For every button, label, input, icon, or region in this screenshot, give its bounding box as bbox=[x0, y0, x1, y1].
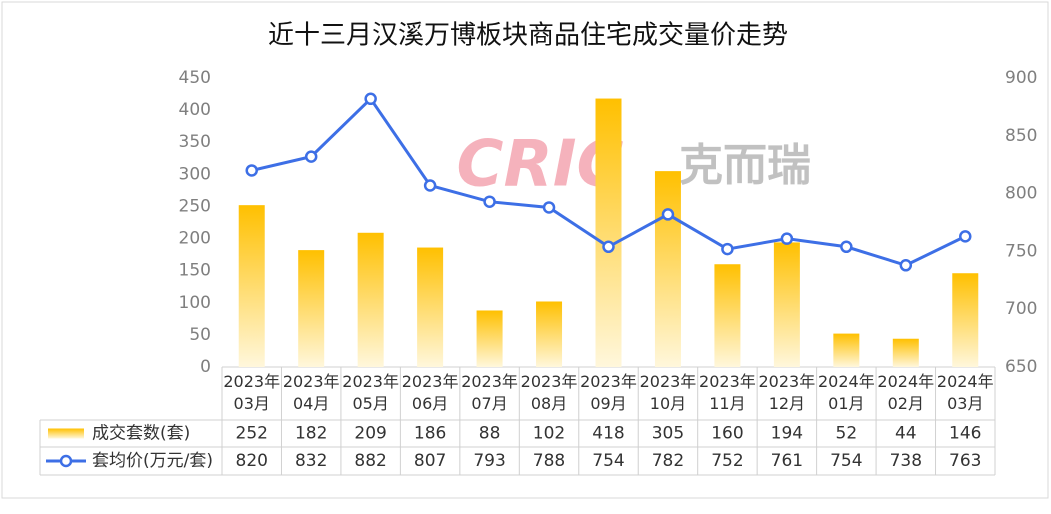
table-value: 738 bbox=[890, 451, 922, 471]
y-tick-label: 0 bbox=[200, 357, 211, 377]
x-tick-label: 2023年04月 bbox=[282, 372, 340, 413]
table-value: 102 bbox=[533, 424, 565, 444]
bar bbox=[892, 338, 919, 367]
bar bbox=[238, 205, 265, 367]
line-marker bbox=[245, 164, 258, 177]
table-value: 252 bbox=[236, 424, 268, 444]
chart-border bbox=[1, 1, 1049, 499]
y2-tick-label: 800 bbox=[1005, 184, 1037, 204]
y-tick-label: 150 bbox=[179, 261, 211, 281]
table-value: 807 bbox=[414, 451, 446, 471]
y-tick-label: 450 bbox=[179, 68, 211, 88]
legend-swatch bbox=[59, 454, 73, 468]
table-value: 44 bbox=[895, 424, 917, 444]
y2-tick-label: 850 bbox=[1005, 126, 1037, 146]
table-value: 882 bbox=[354, 451, 386, 471]
table-value: 752 bbox=[711, 451, 743, 471]
table-value: 209 bbox=[354, 424, 386, 444]
y-tick-label: 50 bbox=[189, 325, 211, 345]
table-value: 832 bbox=[295, 451, 327, 471]
table-value: 182 bbox=[295, 424, 327, 444]
table-value: 761 bbox=[771, 451, 803, 471]
y2-tick-label: 900 bbox=[1005, 68, 1037, 88]
table-value: 754 bbox=[830, 451, 862, 471]
y-tick-label: 200 bbox=[179, 229, 211, 249]
bar bbox=[595, 98, 622, 367]
line-marker bbox=[661, 208, 675, 221]
y-tick-label: 400 bbox=[179, 100, 211, 120]
x-tick-label: 2023年05月 bbox=[342, 372, 399, 413]
table-value: 194 bbox=[771, 424, 803, 444]
table-value: 820 bbox=[236, 451, 268, 471]
x-tick-label: 2023年08月 bbox=[520, 372, 578, 413]
y2-tick-label: 700 bbox=[1005, 299, 1037, 319]
y-tick-label: 350 bbox=[179, 132, 211, 152]
bar bbox=[298, 250, 325, 367]
line-marker bbox=[899, 259, 913, 272]
y-tick-label: 300 bbox=[179, 164, 211, 184]
line-marker bbox=[602, 240, 615, 254]
table-value: 793 bbox=[473, 451, 505, 471]
y2-tick-label: 750 bbox=[1005, 241, 1037, 261]
y-tick-label: 100 bbox=[179, 293, 211, 313]
table-value: 160 bbox=[711, 424, 743, 444]
bar bbox=[833, 333, 860, 367]
line-marker bbox=[721, 242, 734, 256]
bar bbox=[536, 301, 563, 367]
x-tick-label: 2023年11月 bbox=[699, 372, 756, 413]
table-value: 782 bbox=[652, 451, 684, 471]
y-tick-label: 250 bbox=[179, 196, 211, 216]
bar bbox=[952, 273, 979, 367]
table-value: 146 bbox=[949, 424, 981, 444]
legend-label: 套均价(万元/套) bbox=[92, 451, 213, 471]
x-tick-label: 2023年06月 bbox=[401, 372, 459, 413]
table-value: 305 bbox=[652, 424, 684, 444]
bar bbox=[654, 171, 681, 367]
line-marker bbox=[364, 92, 377, 106]
table-value: 88 bbox=[479, 424, 501, 444]
table-value: 418 bbox=[592, 424, 624, 444]
watermark: 克而瑞 bbox=[679, 140, 811, 191]
table-value: 754 bbox=[592, 451, 624, 471]
bar bbox=[357, 232, 384, 367]
line-marker bbox=[780, 232, 794, 245]
legend-label: 成交套数(套) bbox=[92, 424, 190, 444]
table-value: 763 bbox=[949, 451, 981, 471]
x-tick-label: 2023年10月 bbox=[639, 372, 697, 413]
table-value: 52 bbox=[836, 424, 858, 444]
table-value: 788 bbox=[533, 451, 565, 471]
x-tick-label: 2023年12月 bbox=[758, 372, 816, 413]
line-marker bbox=[542, 201, 556, 214]
x-tick-label: 2024年02月 bbox=[877, 372, 935, 413]
bar bbox=[773, 242, 800, 367]
x-tick-label: 2023年09月 bbox=[580, 372, 637, 413]
bar bbox=[417, 247, 444, 367]
line-marker bbox=[959, 230, 972, 243]
line-marker bbox=[483, 195, 496, 208]
x-tick-label: 2023年07月 bbox=[461, 372, 518, 413]
x-tick-label: 2023年03月 bbox=[223, 372, 281, 413]
chart-title: 近十三月汉溪万博板块商品住宅成交量价走势 bbox=[268, 21, 788, 51]
legend-swatch bbox=[48, 428, 84, 439]
line-marker bbox=[304, 150, 318, 163]
x-tick-label: 2024年03月 bbox=[936, 372, 994, 413]
table-value: 186 bbox=[414, 424, 446, 444]
bar bbox=[476, 310, 503, 367]
y2-tick-label: 650 bbox=[1005, 357, 1037, 377]
line-marker bbox=[423, 179, 437, 192]
line-marker bbox=[840, 240, 853, 254]
bar bbox=[714, 264, 741, 367]
x-tick-label: 2024年01月 bbox=[817, 372, 875, 413]
